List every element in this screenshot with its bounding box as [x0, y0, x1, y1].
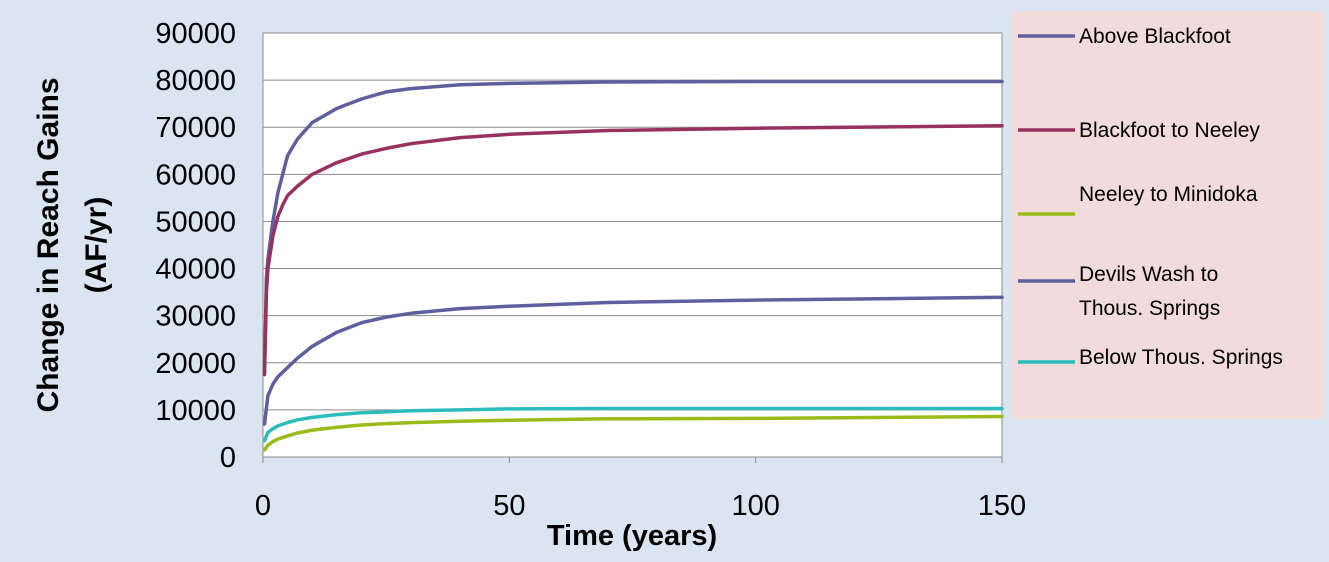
legend-label: Devils Wash to: [1079, 263, 1218, 286]
legend-label: Below Thous. Springs: [1079, 346, 1283, 369]
series-line-0: [262, 79, 1004, 374]
series-line-3: [262, 295, 1004, 426]
x-tick-label: 50: [493, 490, 525, 522]
series-lines: [262, 79, 1004, 452]
y-tick-label: 40000: [155, 254, 236, 286]
y-axis-ticks: 0 10000 20000 30000 40000 50000 60000 70000 8000…: [155, 18, 236, 474]
legend-label: Blackfoot to Neeley: [1079, 119, 1260, 142]
y-tick-label: 10000: [155, 395, 236, 427]
x-axis-label: Time (years): [547, 520, 717, 552]
y-axis-label-line1: Change in Reach Gains: [32, 77, 65, 412]
legend-label: Neeley to Minidoka: [1079, 183, 1258, 206]
series-line-4: [262, 406, 1004, 443]
series-line-1: [262, 124, 1004, 377]
y-tick-label: 30000: [155, 301, 236, 333]
x-tick-label: 100: [731, 490, 779, 522]
x-tick-label: 0: [255, 490, 271, 522]
y-axis-label-line2: (AF/yr): [80, 197, 113, 294]
gridlines: [263, 32, 1002, 411]
legend: Above Blackfoot Blackfoot to Neeley Neeley…: [1011, 11, 1323, 419]
y-tick-label: 90000: [155, 18, 236, 50]
y-axis-title: Change in Reach Gains (AF/yr): [32, 77, 113, 412]
y-tick-label: 60000: [155, 159, 236, 191]
legend-label: Above Blackfoot: [1079, 25, 1231, 48]
series-line-2: [262, 414, 1004, 452]
y-tick-label: 70000: [155, 112, 236, 144]
y-tick-label: 0: [220, 442, 236, 474]
y-tick-label: 50000: [155, 206, 236, 238]
x-tick-label: 150: [978, 490, 1026, 522]
y-tick-label: 20000: [155, 348, 236, 380]
plot-area: [262, 32, 1003, 458]
x-axis-ticks: 0 50 100 150: [255, 457, 1026, 522]
y-tick-label: 80000: [155, 65, 236, 97]
legend-label: Thous. Springs: [1079, 297, 1220, 320]
